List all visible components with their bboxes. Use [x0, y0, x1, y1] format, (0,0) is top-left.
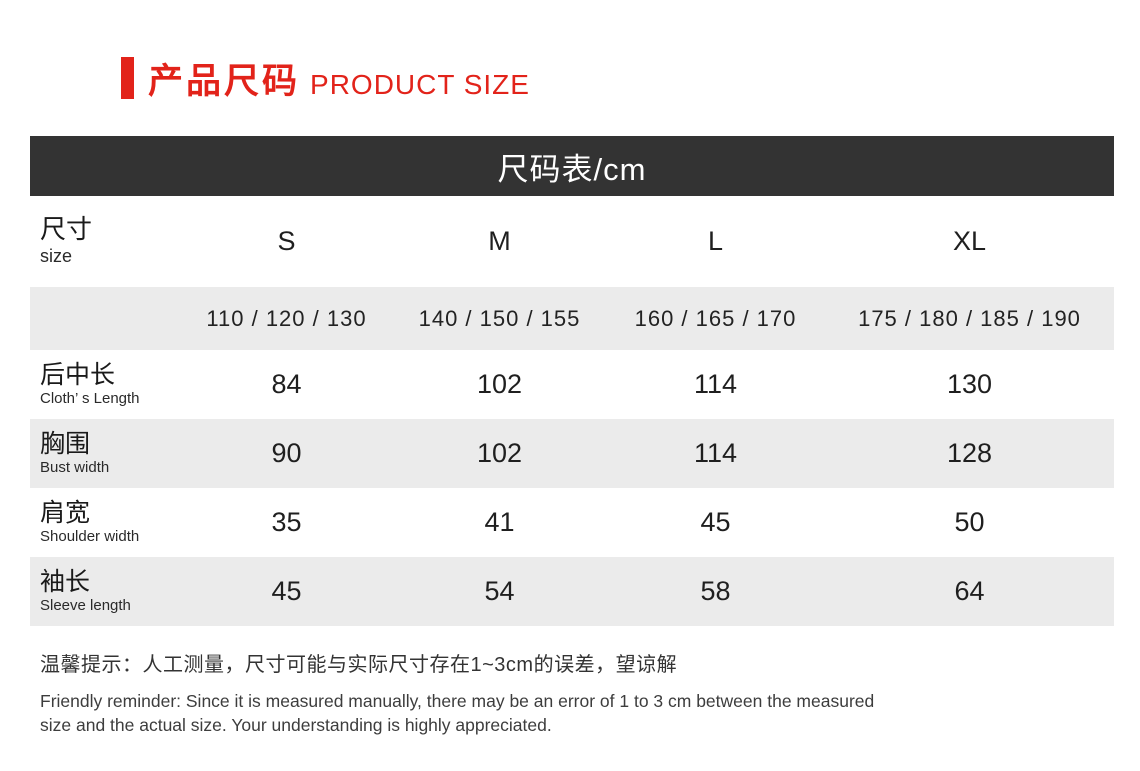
- size-chart-caption-bar: 尺码表/cm: [30, 136, 1114, 196]
- row-label-en: Bust width: [40, 459, 110, 477]
- height-range-xl: 175 / 180 / 185 / 190: [858, 305, 1081, 331]
- size-col-header-m: M: [488, 226, 511, 256]
- cell-value: 41: [484, 507, 515, 537]
- height-range-row: 110 / 120 / 130 140 / 150 / 155 160 / 16…: [30, 287, 1114, 350]
- reminder-note-en: Friendly reminder: Since it is measured …: [40, 691, 875, 735]
- red-accent-bar: [121, 57, 134, 99]
- row-label-cn: 袖长: [40, 567, 91, 596]
- cell-value: 58: [700, 576, 731, 606]
- page-title-cn: 产品尺码: [148, 61, 301, 101]
- size-label-en: size: [40, 246, 73, 267]
- table-row-cloth-length: 后中长 Cloth’ s Length 84 102 114 130: [30, 350, 1114, 419]
- size-col-header-s: S: [277, 226, 296, 256]
- reminder-note-cn: 温馨提示：人工测量，尺寸可能与实际尺寸存在1~3cm的误差，望谅解: [40, 654, 678, 676]
- table-row-sleeve-length: 袖长 Sleeve length 45 54 58 64: [30, 557, 1114, 626]
- row-label-en: Shoulder width: [40, 528, 140, 546]
- size-label-cn: 尺寸: [40, 214, 93, 245]
- height-range-l: 160 / 165 / 170: [634, 305, 797, 331]
- height-range-m: 140 / 150 / 155: [418, 305, 581, 331]
- cell-value: 102: [476, 438, 523, 468]
- size-col-header-xl: XL: [952, 226, 987, 256]
- cell-value: 84: [271, 369, 302, 399]
- cell-value: 54: [484, 576, 515, 606]
- reminder-notes: 温馨提示：人工测量，尺寸可能与实际尺寸存在1~3cm的误差，望谅解 Friend…: [40, 648, 1140, 737]
- cell-value: 130: [946, 369, 993, 399]
- cell-value: 45: [271, 576, 302, 606]
- size-label-header: 尺寸 size: [30, 196, 180, 287]
- height-range-s: 110 / 120 / 130: [206, 305, 367, 331]
- row-label-en: Sleeve length: [40, 597, 131, 615]
- cell-value: 50: [954, 507, 985, 537]
- row-label: 袖长 Sleeve length: [30, 557, 180, 626]
- row-label-cn: 后中长: [40, 360, 116, 389]
- size-col-header-l: L: [707, 226, 724, 256]
- cell-value: 114: [693, 369, 738, 399]
- row-label: 胸围 Bust width: [30, 419, 180, 488]
- size-table: 尺寸 size S M L XL 110 / 120 / 130 140 / 1…: [30, 196, 1114, 626]
- table-row-bust-width: 胸围 Bust width 90 102 114 128: [30, 419, 1114, 488]
- cell-value: 64: [954, 576, 985, 606]
- height-range-empty-cell: [30, 287, 180, 350]
- table-row-shoulder-width: 肩宽 Shoulder width 35 41 45 50: [30, 488, 1114, 557]
- size-chart-caption: 尺码表/cm: [497, 151, 647, 187]
- cell-value: 102: [476, 369, 523, 399]
- size-header-row: 尺寸 size S M L XL: [30, 196, 1114, 287]
- cell-value: 128: [946, 438, 993, 468]
- cell-value: 114: [693, 438, 738, 468]
- row-label: 后中长 Cloth’ s Length: [30, 350, 180, 419]
- row-label: 肩宽 Shoulder width: [30, 488, 180, 557]
- cell-value: 45: [700, 507, 731, 537]
- cell-value: 90: [271, 438, 302, 468]
- row-label-cn: 胸围: [40, 429, 91, 458]
- section-title: 产品尺码 PRODUCT SIZE: [121, 57, 1140, 101]
- row-label-en: Cloth’ s Length: [40, 390, 140, 408]
- row-label-cn: 肩宽: [40, 498, 91, 527]
- page-title-en: PRODUCT SIZE: [310, 68, 530, 100]
- cell-value: 35: [271, 507, 302, 537]
